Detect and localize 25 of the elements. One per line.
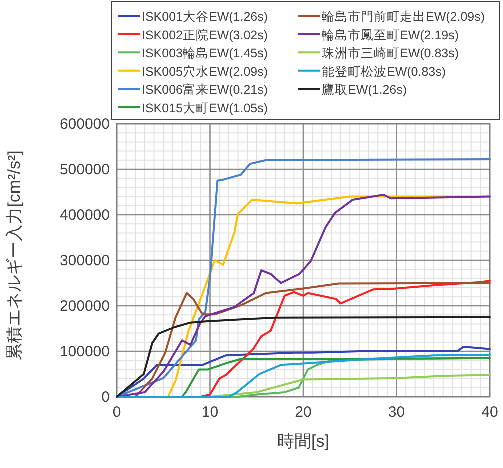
legend-label: ISK001大谷EW(1.26s) xyxy=(142,10,268,24)
y-tick-label: 200000 xyxy=(60,298,110,315)
x-tick-label: 30 xyxy=(388,404,406,421)
y-tick-label: 0 xyxy=(102,389,110,406)
legend-label: 能登町松波EW(0.83s) xyxy=(322,64,446,79)
y-tick-label: 100000 xyxy=(60,344,110,360)
legend-label: ISK005穴水EW(2.09s) xyxy=(142,64,268,79)
legend-label: ISK015大町EW(1.05s) xyxy=(142,102,268,116)
x-tick-label: 10 xyxy=(202,404,219,421)
y-tick-label: 400000 xyxy=(60,207,110,224)
y-tick-label: 500000 xyxy=(60,162,110,178)
legend-label: 輪島市鳳至町EW(2.19s) xyxy=(322,28,460,42)
legend-label: 珠洲市三崎町EW(0.83s) xyxy=(322,46,460,61)
y-tick-label: 600000 xyxy=(60,116,110,133)
x-tick-label: 0 xyxy=(112,404,122,421)
legend-label: ISK006富来EW(0.21s) xyxy=(142,82,268,98)
y-tick-label: 300000 xyxy=(60,252,110,270)
legend-label: 輪島市門前町走出EW(2.09s) xyxy=(322,10,486,24)
legend-label: ISK003輪島EW(1.45s) xyxy=(142,46,268,61)
y-axis-title: 累積エネルギー入力[cm²/s²] xyxy=(5,150,24,360)
legend-label: 鷹取EW(1.26s) xyxy=(322,82,408,98)
x-axis-title: 時間[s] xyxy=(278,432,330,451)
x-tick-label: 40 xyxy=(482,404,498,421)
x-tick-label: 20 xyxy=(295,404,312,421)
legend-label: ISK002正院EW(3.02s) xyxy=(142,28,268,42)
